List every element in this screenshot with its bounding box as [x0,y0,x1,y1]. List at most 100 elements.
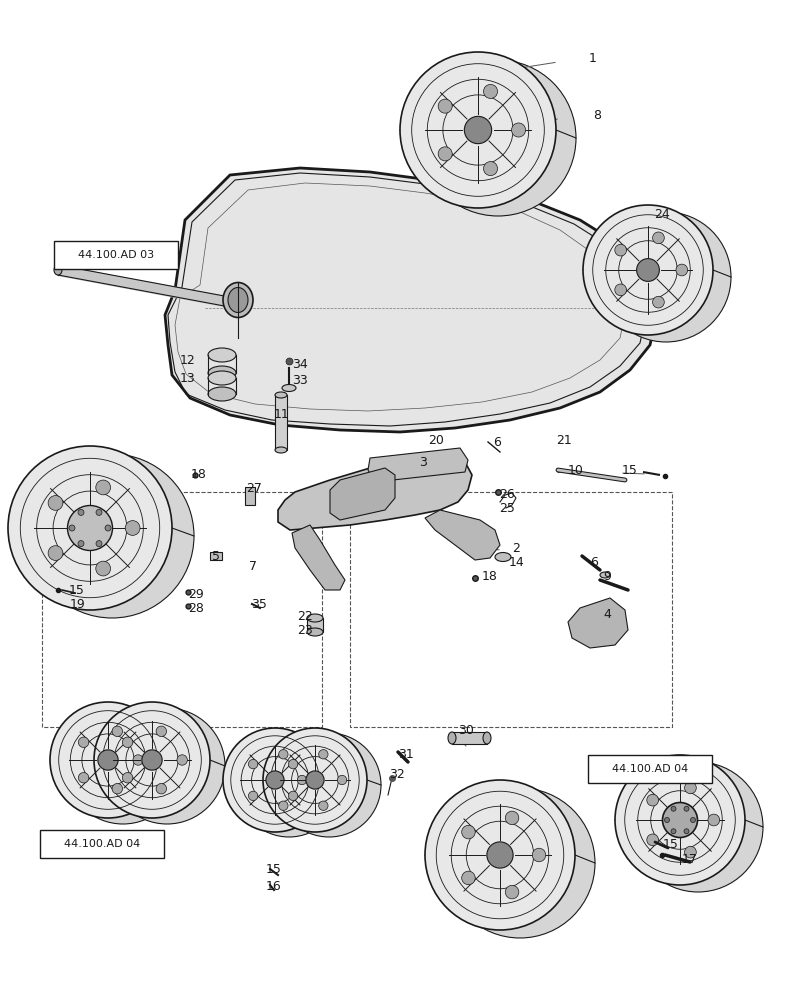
Text: 4: 4 [603,607,610,620]
Ellipse shape [79,773,88,783]
Circle shape [105,525,111,531]
Ellipse shape [633,762,762,892]
Ellipse shape [599,572,609,578]
Text: 10: 10 [568,464,583,477]
Text: 5: 5 [212,550,220,562]
Circle shape [670,829,676,834]
Ellipse shape [307,628,323,636]
Ellipse shape [48,496,62,510]
Ellipse shape [223,728,327,832]
Ellipse shape [133,755,144,765]
Ellipse shape [265,771,284,789]
Ellipse shape [504,811,518,825]
Ellipse shape [582,205,712,335]
Polygon shape [568,598,627,648]
Ellipse shape [438,99,452,113]
Ellipse shape [487,842,513,868]
Circle shape [663,817,669,822]
Ellipse shape [223,282,253,318]
Ellipse shape [448,732,456,744]
Ellipse shape [306,771,324,789]
Text: 21: 21 [556,434,571,446]
Text: 28: 28 [188,601,204,614]
Text: 29: 29 [188,587,204,600]
Circle shape [683,829,689,834]
Ellipse shape [275,447,286,453]
Ellipse shape [444,788,594,938]
Ellipse shape [652,232,663,244]
Ellipse shape [122,737,133,747]
Text: 30: 30 [457,724,474,736]
Ellipse shape [636,259,659,281]
Ellipse shape [278,801,288,810]
Ellipse shape [75,514,105,542]
Polygon shape [424,510,500,560]
Ellipse shape [142,750,162,770]
Ellipse shape [228,288,247,312]
Ellipse shape [684,846,696,858]
Text: 25: 25 [499,502,514,514]
FancyBboxPatch shape [40,830,164,858]
Text: 18: 18 [482,570,497,582]
Bar [210,552,221,560]
Ellipse shape [675,264,687,276]
Bar [452,732,487,744]
Ellipse shape [156,726,166,737]
Text: 9: 9 [603,570,610,584]
Ellipse shape [646,794,658,806]
Bar [245,487,255,505]
Ellipse shape [614,244,626,256]
Ellipse shape [275,392,286,398]
Ellipse shape [614,755,744,885]
Ellipse shape [464,116,491,144]
Ellipse shape [277,733,380,837]
Text: 44.100.AD 04: 44.100.AD 04 [611,764,687,774]
Text: 31: 31 [397,748,414,762]
Text: 20: 20 [427,434,444,446]
Ellipse shape [237,733,341,837]
Ellipse shape [667,809,690,831]
Ellipse shape [156,783,166,794]
Ellipse shape [504,885,518,899]
Ellipse shape [288,791,298,801]
Circle shape [96,541,102,547]
Ellipse shape [263,728,367,832]
Ellipse shape [614,284,626,296]
Ellipse shape [96,480,110,495]
Ellipse shape [208,371,236,385]
Ellipse shape [297,775,307,785]
Text: 24: 24 [654,209,669,222]
Ellipse shape [438,147,452,161]
Ellipse shape [50,702,165,818]
Ellipse shape [495,552,510,562]
Circle shape [683,806,689,811]
Ellipse shape [54,265,62,275]
Ellipse shape [208,348,236,362]
Ellipse shape [112,783,122,794]
Ellipse shape [48,546,62,560]
Circle shape [69,525,75,531]
Ellipse shape [419,60,575,216]
Text: 23: 23 [297,624,312,637]
Text: 35: 35 [251,597,267,610]
Ellipse shape [400,52,556,208]
Text: 6: 6 [590,556,597,570]
Bar [275,395,286,450]
Ellipse shape [483,732,491,744]
Text: 18: 18 [191,468,207,482]
FancyBboxPatch shape [587,755,711,783]
Ellipse shape [483,162,497,176]
Text: 7: 7 [249,560,257,574]
Ellipse shape [307,614,323,622]
Circle shape [96,509,102,515]
Text: 15: 15 [266,863,281,876]
Text: 15: 15 [663,838,678,851]
Ellipse shape [109,708,225,824]
Ellipse shape [248,759,257,769]
Ellipse shape [662,802,697,837]
Text: 33: 33 [292,373,307,386]
Ellipse shape [461,825,474,839]
Text: 26: 26 [499,488,514,500]
Text: 34: 34 [292,359,307,371]
Circle shape [670,806,676,811]
